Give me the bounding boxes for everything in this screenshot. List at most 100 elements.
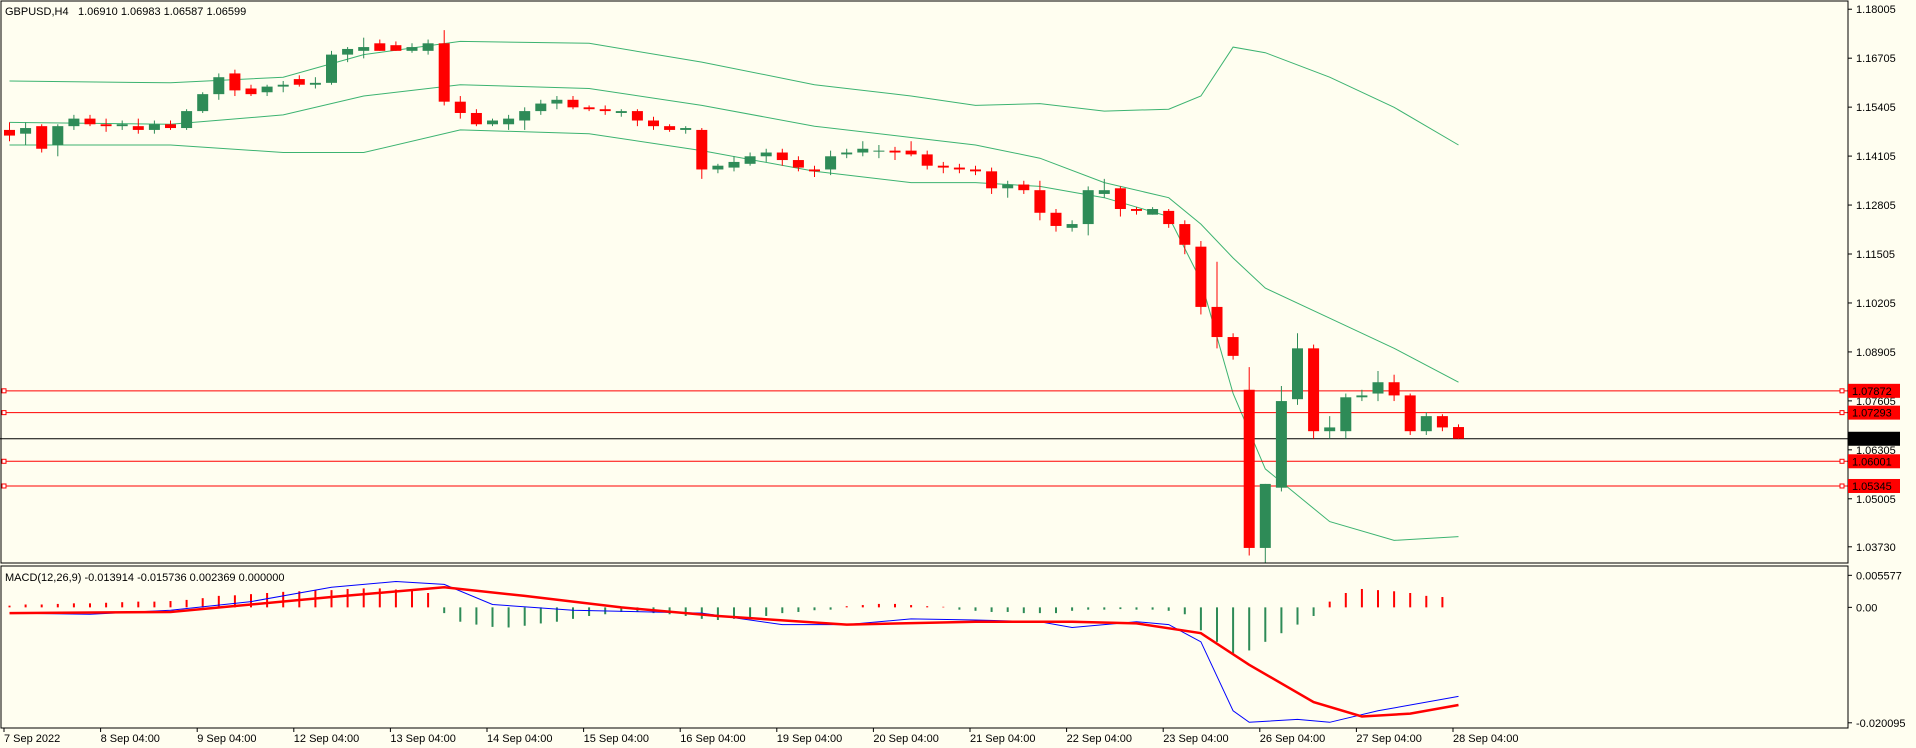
- candle-body: [1259, 483, 1271, 548]
- candle-body: [342, 48, 354, 55]
- candle-body: [1098, 190, 1110, 194]
- candle-body: [100, 124, 112, 127]
- level-handle-left: [1, 458, 7, 464]
- level-price-label: 1.06001: [1852, 456, 1892, 468]
- price-tick-label: 1.16705: [1856, 53, 1896, 65]
- candle-body: [1163, 210, 1175, 225]
- level-handle-right: [1839, 458, 1845, 464]
- candle-body: [326, 54, 337, 83]
- candle-body: [4, 129, 15, 136]
- level-price-tag: [1848, 383, 1900, 398]
- price-tick-label: 1.03730: [1856, 542, 1896, 554]
- candle-body: [889, 150, 901, 153]
- macd-tick-label: -0.020095: [1856, 718, 1906, 730]
- candle-body: [1324, 427, 1336, 432]
- macd-panel[interactable]: [8, 580, 1459, 723]
- price-panel-frame: [0, 0, 1849, 564]
- candle-body: [664, 126, 676, 130]
- candle-body: [986, 171, 998, 189]
- level-handle-left: [1, 483, 7, 489]
- candle-body: [583, 107, 595, 110]
- candle-body: [470, 112, 482, 125]
- price-panel[interactable]: [0, 30, 1848, 563]
- macd-tick-label: 0.00: [1856, 602, 1877, 614]
- candle-body: [1340, 397, 1352, 432]
- candle-body: [84, 118, 96, 125]
- candle-body: [422, 43, 434, 51]
- candle-body: [1308, 348, 1320, 432]
- candle-body: [277, 84, 289, 87]
- candle-body: [1131, 209, 1142, 211]
- candle-body: [615, 111, 627, 113]
- candle-body: [165, 124, 176, 129]
- candle-body: [1292, 348, 1303, 400]
- time-tick-label: 14 Sep 04:00: [487, 733, 552, 745]
- price-tick-label: 1.10205: [1856, 298, 1896, 310]
- candle-body: [680, 128, 692, 130]
- level-price-label: 1.07872: [1852, 386, 1892, 398]
- candle-body: [599, 109, 611, 112]
- level-handle-right: [1839, 410, 1845, 416]
- candle-body: [52, 126, 64, 145]
- current-price-label: 1.06599: [1852, 434, 1892, 446]
- candle-body: [245, 88, 257, 95]
- candle-body: [696, 129, 708, 170]
- candle-body: [197, 94, 209, 112]
- candle-body: [1018, 184, 1030, 191]
- macd-main-line: [9, 580, 1459, 723]
- candle-body: [148, 124, 160, 130]
- candle-body: [1420, 416, 1432, 432]
- candle-body: [503, 118, 515, 125]
- candle-body: [487, 120, 498, 125]
- time-tick-label: 15 Sep 04:00: [584, 733, 649, 745]
- current-price-tag: [1848, 431, 1900, 446]
- candle-body: [728, 161, 740, 168]
- candle-body: [1114, 188, 1126, 210]
- candle-body: [712, 165, 724, 170]
- candle-body: [358, 47, 370, 51]
- candle-body: [390, 45, 402, 51]
- level-handle-right: [1839, 483, 1845, 489]
- time-tick-label: 20 Sep 04:00: [873, 733, 938, 745]
- candle-body: [631, 111, 643, 121]
- candle-body: [20, 128, 32, 134]
- time-tick-label: 7 Sep 2022: [4, 733, 60, 745]
- time-tick-label: 19 Sep 04:00: [777, 733, 842, 745]
- candle-body: [293, 79, 305, 85]
- price-tick-label: 1.11505: [1856, 249, 1895, 261]
- candle-body: [1356, 395, 1368, 398]
- candle-body: [1243, 389, 1255, 548]
- time-tick-label: 28 Sep 04:00: [1453, 733, 1518, 745]
- candle-body: [1388, 382, 1400, 396]
- candle-body: [567, 99, 579, 108]
- candle-body: [970, 169, 981, 172]
- candle-body: [1211, 306, 1223, 338]
- chart-header-symbol: GBPUSD,H4: [5, 6, 69, 18]
- time-tick-label: 13 Sep 04:00: [390, 733, 455, 745]
- level-price-label: 1.05345: [1852, 481, 1892, 493]
- candle-body: [181, 111, 193, 129]
- candle-body: [873, 150, 885, 152]
- price-tick-label: 1.05005: [1856, 494, 1896, 506]
- candle-body: [1436, 416, 1448, 428]
- candle-body: [825, 156, 837, 170]
- macd-signal-line: [9, 586, 1459, 718]
- level-price-tag: [1848, 478, 1900, 493]
- macd-header: MACD(12,26,9) -0.013914 -0.015736 0.0023…: [5, 572, 285, 584]
- candle-body: [809, 169, 820, 172]
- candle-body: [406, 47, 418, 51]
- candle-body: [857, 148, 869, 153]
- candle-body: [1404, 395, 1416, 432]
- candle-body: [551, 99, 563, 104]
- time-tick-label: 16 Sep 04:00: [680, 733, 745, 745]
- level-price-tag: [1848, 405, 1900, 420]
- candle-body: [905, 150, 917, 155]
- macd-tick-label: 0.005577: [1856, 570, 1902, 582]
- candle-body: [36, 126, 48, 149]
- time-tick-label: 21 Sep 04:00: [970, 733, 1035, 745]
- bollinger-lower-band: [9, 129, 1459, 541]
- time-tick-label: 23 Sep 04:00: [1163, 733, 1228, 745]
- candle-body: [68, 118, 80, 127]
- time-tick-label: 8 Sep 04:00: [101, 733, 160, 745]
